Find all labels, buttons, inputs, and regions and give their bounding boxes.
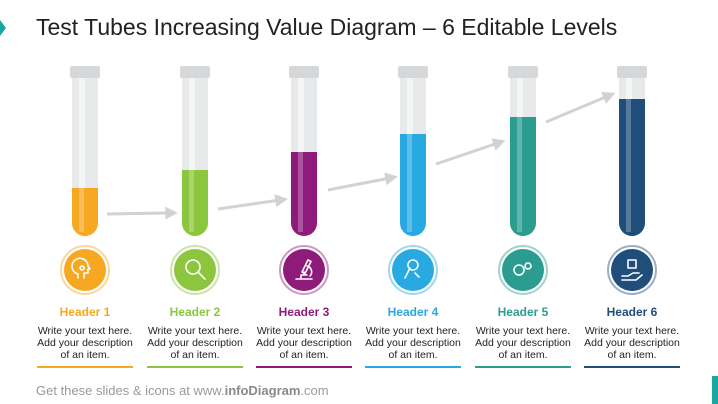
tube-fill — [619, 99, 645, 236]
arrow-head — [491, 138, 506, 151]
arrow — [106, 211, 171, 216]
item-header: Header 4 — [387, 305, 439, 319]
tube-fill — [400, 134, 426, 236]
fill-highlight — [79, 188, 84, 232]
tube-cap — [398, 66, 428, 78]
tube-fill — [291, 152, 317, 236]
arrow — [435, 141, 499, 166]
item-description: Write your text here. Add your descripti… — [584, 325, 680, 361]
fill-highlight — [407, 134, 412, 232]
tube-cap — [508, 66, 538, 78]
item-description: Write your text here. Add your descripti… — [256, 325, 352, 361]
icon — [513, 262, 532, 276]
icon-ring — [388, 245, 438, 295]
tube-cap — [180, 66, 210, 78]
tube-fill — [182, 170, 208, 236]
footer-text: Get these slides & icons at www. — [36, 383, 225, 398]
tube-highlight — [298, 76, 304, 222]
footer-brand: infoDiagram — [224, 383, 301, 398]
item-header: Header 5 — [497, 305, 549, 319]
arrow-head — [601, 91, 616, 104]
icon — [185, 259, 206, 280]
arrow-head — [274, 194, 288, 208]
tube-highlight — [79, 76, 85, 222]
tube-highlight — [189, 76, 195, 222]
tube-cap — [289, 66, 319, 78]
icon — [621, 259, 643, 281]
fill-highlight — [298, 152, 303, 232]
item-description: Write your text here. Add your descripti… — [365, 325, 461, 361]
tube-fill — [510, 117, 536, 236]
item-header: Header 3 — [278, 305, 330, 319]
arrow-head — [384, 172, 398, 186]
slide-title: Test Tubes Increasing Value Diagram – 6 … — [36, 14, 618, 40]
tube-cap — [70, 66, 100, 78]
icon-ring — [607, 245, 657, 295]
item-description: Write your text here. Add your descripti… — [37, 325, 133, 361]
arrow — [217, 198, 281, 211]
icon-circle — [611, 249, 653, 291]
item-description: Write your text here. Add your descripti… — [147, 325, 243, 361]
footer: Get these slides & icons at www.infoDiag… — [36, 383, 329, 398]
item-header: Header 1 — [59, 305, 111, 319]
icon-ring — [60, 245, 110, 295]
icon-ring — [498, 245, 548, 295]
tube-cap — [617, 66, 647, 78]
icon — [404, 259, 420, 279]
edge-marker — [0, 20, 6, 36]
icon-ring — [279, 245, 329, 295]
icon — [71, 257, 91, 279]
icon-ring — [170, 245, 220, 295]
item-header: Header 6 — [606, 305, 658, 319]
item-description: Write your text here. Add your descripti… — [475, 325, 571, 361]
item-header: Header 2 — [169, 305, 221, 319]
icon-circle — [502, 249, 544, 291]
icon-circle — [283, 249, 325, 291]
icon — [295, 259, 313, 280]
arrow-head — [165, 206, 178, 220]
fill-highlight — [189, 170, 194, 232]
fill-highlight — [517, 117, 522, 232]
icon-circle — [64, 249, 106, 291]
icon-circle — [174, 249, 216, 291]
arrow — [545, 94, 609, 124]
arrow — [327, 176, 391, 192]
edge-marker — [712, 376, 718, 404]
footer-text: .com — [300, 383, 329, 398]
tube-fill — [72, 188, 98, 236]
fill-highlight — [626, 99, 631, 232]
